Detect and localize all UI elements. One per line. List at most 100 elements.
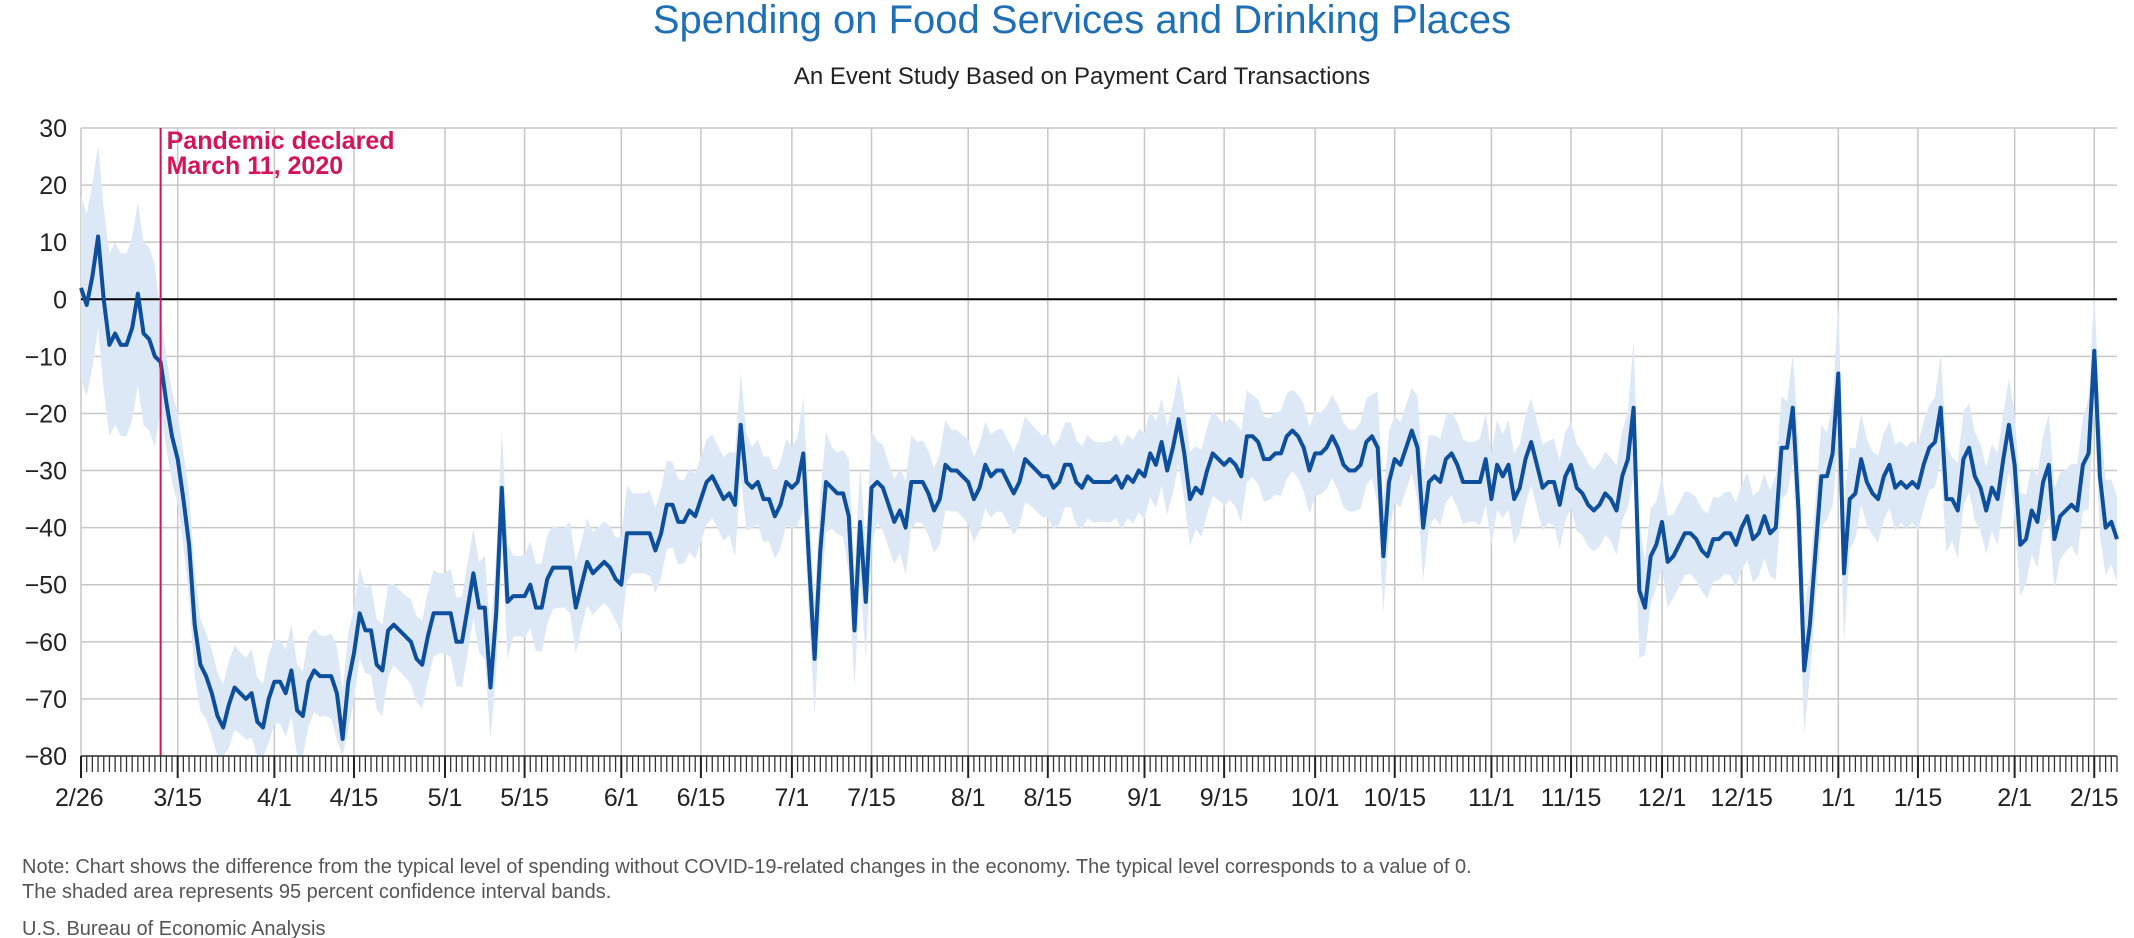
data-point	[710, 474, 714, 478]
data-point	[1979, 486, 1983, 490]
chart-title: Spending on Food Services and Drinking P…	[653, 0, 1511, 42]
data-point	[2109, 520, 2113, 524]
data-point	[1143, 474, 1147, 478]
data-point	[483, 606, 487, 610]
data-point	[1711, 537, 1715, 541]
data-point	[1984, 509, 1988, 513]
data-point	[784, 480, 788, 484]
data-point	[176, 457, 180, 461]
data-point	[2052, 537, 2056, 541]
data-point	[551, 566, 555, 570]
data-point	[1359, 463, 1363, 467]
data-point	[1586, 503, 1590, 507]
data-point	[1199, 491, 1203, 495]
data-point	[608, 566, 612, 570]
y-axis: 30 20 10 0 −10 −20 −30 −40 −50 −60 −70 −80	[25, 115, 67, 771]
x-tick-label: 11/1	[1468, 784, 1515, 812]
data-point	[1216, 457, 1220, 461]
data-point	[1950, 497, 1954, 501]
data-point	[892, 520, 896, 524]
data-point	[295, 708, 299, 712]
data-point	[443, 611, 447, 615]
data-point	[1006, 480, 1010, 484]
data-point	[1797, 509, 1801, 513]
x-tick-label: 7/1	[775, 784, 810, 812]
data-point	[926, 491, 930, 495]
data-point	[96, 235, 100, 239]
data-point	[1302, 446, 1306, 450]
data-point	[1512, 497, 1516, 501]
data-point	[1546, 480, 1550, 484]
data-point	[762, 497, 766, 501]
data-point	[773, 514, 777, 518]
data-point	[733, 503, 737, 507]
data-point	[1046, 474, 1050, 478]
data-point	[181, 497, 185, 501]
data-point	[756, 480, 760, 484]
data-point	[1404, 446, 1408, 450]
data-point	[477, 606, 481, 610]
data-point	[1472, 480, 1476, 484]
footer-note-line2: The shaded area represents 95 percent co…	[22, 881, 611, 903]
data-point	[204, 674, 208, 678]
data-point	[835, 491, 839, 495]
y-tick-label: 0	[53, 286, 67, 314]
data-point	[1580, 491, 1584, 495]
data-point	[1154, 463, 1158, 467]
data-point	[1245, 434, 1249, 438]
data-point	[1717, 537, 1721, 541]
x-tick-label: 2/26	[55, 784, 104, 812]
data-point	[1438, 480, 1442, 484]
confidence-band-layer	[81, 145, 2117, 757]
footer-source: U.S. Bureau of Economic Analysis	[22, 918, 325, 938]
data-point	[1666, 560, 1670, 564]
data-point	[665, 503, 669, 507]
data-point	[1262, 457, 1266, 461]
data-point	[352, 651, 356, 655]
data-point	[1353, 469, 1357, 473]
data-point	[380, 668, 384, 672]
data-point	[2081, 463, 2085, 467]
data-point	[1000, 469, 1004, 473]
x-tick-label: 2/1	[1997, 784, 2032, 812]
data-point	[1723, 531, 1727, 535]
data-point	[1944, 497, 1948, 501]
data-point	[1808, 623, 1812, 627]
data-point	[1853, 491, 1857, 495]
y-tick-label: −10	[25, 343, 67, 371]
data-point	[426, 634, 430, 638]
data-point	[2024, 537, 2028, 541]
annotation-layer: Pandemic declared March 11, 2020	[159, 127, 395, 756]
data-point	[1836, 372, 1840, 376]
data-point	[1774, 526, 1778, 530]
data-point	[1165, 469, 1169, 473]
data-point	[1677, 543, 1681, 547]
data-point	[1740, 526, 1744, 530]
data-point	[261, 726, 265, 730]
data-point	[983, 463, 987, 467]
x-tick-label: 1/1	[1821, 784, 1856, 812]
data-point	[233, 686, 237, 690]
data-point	[1683, 531, 1687, 535]
x-tick-label: 7/15	[847, 784, 896, 812]
data-point	[688, 509, 692, 513]
data-point	[1398, 463, 1402, 467]
data-point	[216, 714, 220, 718]
data-point	[2047, 463, 2051, 467]
data-point	[1916, 486, 1920, 490]
data-point	[961, 474, 965, 478]
data-point	[568, 566, 572, 570]
data-point	[1012, 491, 1016, 495]
x-tick-label: 6/1	[604, 784, 639, 812]
data-point	[2018, 543, 2022, 547]
data-point	[130, 326, 134, 330]
data-point	[915, 480, 919, 484]
data-point	[517, 594, 521, 598]
data-point	[1615, 509, 1619, 513]
x-tick-label: 11/15	[1541, 784, 1602, 812]
data-point	[506, 600, 510, 604]
data-point	[562, 566, 566, 570]
data-point	[887, 503, 891, 507]
data-point	[1990, 486, 1994, 490]
